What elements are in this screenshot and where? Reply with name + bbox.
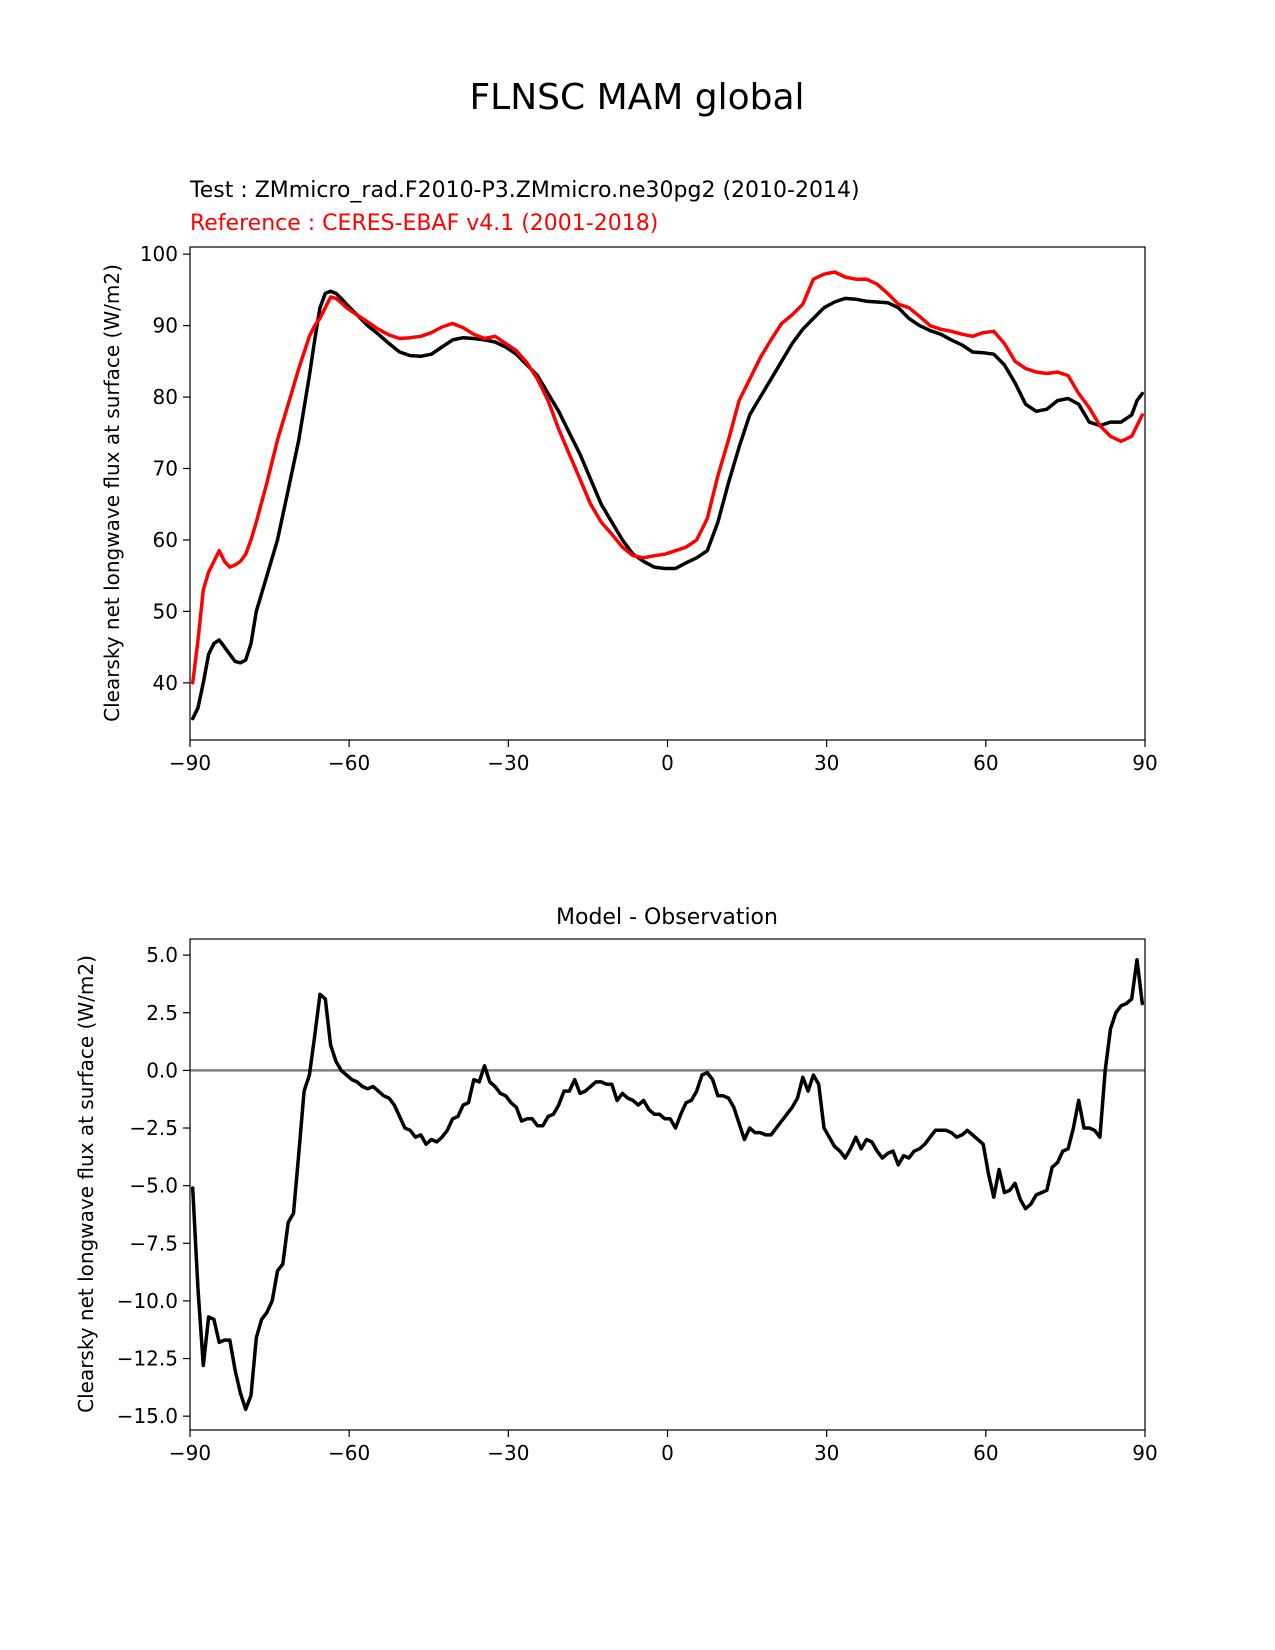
x-tick-label: −60 — [328, 1441, 370, 1465]
y-tick-label: 5.0 — [146, 943, 178, 967]
top-y-axis-label: Clearsky net longwave flux at surface (W… — [100, 264, 124, 722]
y-tick-label: 50 — [153, 599, 178, 623]
series-line-0-0 — [190, 289, 1145, 721]
y-tick-label: −2.5 — [129, 1116, 178, 1140]
y-tick-label: 90 — [153, 314, 178, 338]
x-tick-label: −30 — [487, 751, 529, 775]
x-tick-label: −90 — [169, 1441, 211, 1465]
y-tick-label: −15.0 — [117, 1404, 178, 1428]
reference-subtitle: Reference : CERES-EBAF v4.1 (2001-2018) — [190, 211, 658, 236]
bottom-x-axis: −90 −60 −30 0 30 60 90 — [169, 1430, 1158, 1465]
y-tick-label: 40 — [153, 671, 178, 695]
y-tick-label: 70 — [153, 456, 178, 480]
x-tick-label: 60 — [973, 1441, 998, 1465]
bottom-y-axis: 5.0 2.5 0.0 −2.5 −5.0 −7.5 −10.0 −12.5 −15.0 — [117, 943, 190, 1428]
top-y-axis: 40 50 60 70 80 90 100 — [140, 242, 190, 695]
y-tick-label: 100 — [140, 242, 178, 266]
x-tick-label: 60 — [973, 751, 998, 775]
y-tick-label: −7.5 — [129, 1231, 178, 1255]
y-tick-label: 0.0 — [146, 1058, 178, 1082]
top-series-group — [190, 270, 1145, 721]
x-tick-label: 30 — [814, 751, 839, 775]
bottom-y-axis-label: Clearsky net longwave flux at surface (W… — [74, 955, 98, 1413]
test-subtitle: Test : ZMmicro_rad.F2010-P3.ZMmicro.ne30… — [189, 178, 860, 203]
x-tick-label: −60 — [328, 751, 370, 775]
y-tick-label: −10.0 — [117, 1289, 178, 1313]
series-line-0-1 — [190, 270, 1145, 685]
x-tick-label: 0 — [661, 1441, 674, 1465]
x-tick-label: −30 — [487, 1441, 529, 1465]
figure-title: FLNSC MAM global — [469, 77, 804, 118]
x-tick-label: 0 — [661, 751, 674, 775]
top-plot-frame — [189, 246, 1146, 741]
top-x-axis: −90 −60 −30 0 30 60 90 — [169, 740, 1158, 775]
bottom-chart-title: Model - Observation — [556, 905, 778, 930]
x-tick-label: −90 — [169, 751, 211, 775]
x-tick-label: 90 — [1132, 751, 1157, 775]
y-tick-label: −12.5 — [117, 1347, 178, 1371]
y-tick-label: 80 — [153, 385, 178, 409]
y-tick-label: −5.0 — [129, 1174, 178, 1198]
y-tick-label: 2.5 — [146, 1001, 178, 1025]
x-tick-label: 30 — [814, 1441, 839, 1465]
bottom-series-group — [190, 957, 1145, 1412]
top-chart: Test : ZMmicro_rad.F2010-P3.ZMmicro.ne30… — [100, 178, 1158, 775]
x-tick-label: 90 — [1132, 1441, 1157, 1465]
bottom-chart: Model - Observation −90 −60 −30 0 30 60 90 5.0… — [74, 905, 1158, 1465]
series-line-1-0 — [190, 957, 1145, 1412]
y-tick-label: 60 — [153, 528, 178, 552]
